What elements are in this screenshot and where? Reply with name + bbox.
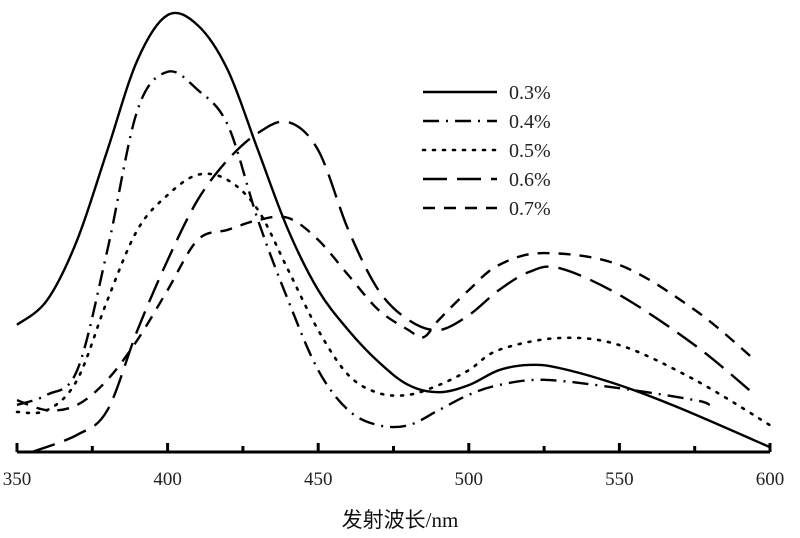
- series-line-07: [16, 215, 756, 412]
- legend-label: 0.6%: [509, 169, 551, 191]
- series-line-03: [16, 11, 771, 449]
- legend-item: 0.4%: [423, 111, 551, 133]
- legend-item: 0.7%: [423, 198, 551, 220]
- x-axis-label: 发射波长/nm: [342, 508, 459, 532]
- legend-item: 0.3%: [423, 82, 551, 104]
- series-line-06: [31, 120, 756, 454]
- x-tick-label: 400: [153, 469, 182, 490]
- legend-label: 0.5%: [509, 140, 551, 162]
- legend-label: 0.3%: [509, 82, 551, 104]
- x-tick-label: 450: [304, 469, 333, 490]
- legend: 0.3% 0.4% 0.5% 0.6% 0.7%: [421, 82, 551, 220]
- x-tick-label: 600: [756, 469, 785, 490]
- x-axis: 350 400 450 500 550 600: [3, 443, 785, 490]
- legend-label: 0.4%: [509, 111, 551, 133]
- series-line-04: [16, 70, 711, 429]
- legend-item: 0.5%: [421, 140, 551, 162]
- legend-label: 0.7%: [509, 198, 551, 220]
- legend-item: 0.6%: [423, 169, 551, 191]
- series-line-05: [15, 172, 772, 427]
- x-tick-label: 500: [455, 469, 484, 490]
- x-tick-label: 350: [3, 469, 32, 490]
- x-tick-label: 550: [605, 469, 634, 490]
- plot-lines: [15, 11, 772, 454]
